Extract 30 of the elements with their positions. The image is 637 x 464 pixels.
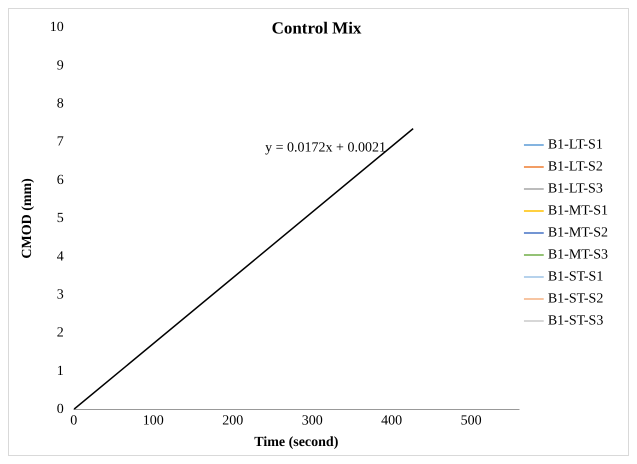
legend-label: B1-MT-S3 <box>548 248 608 263</box>
legend-label: B1-ST-S3 <box>548 314 604 329</box>
x-tick-label: 500 <box>460 413 482 428</box>
y-tick-label: 10 <box>50 20 64 36</box>
chart-title: Control Mix <box>272 18 362 38</box>
legend-label: B1-MT-S2 <box>548 226 608 241</box>
x-tick-label: 100 <box>142 413 164 428</box>
y-tick-label: 6 <box>56 172 64 188</box>
legend-label: B1-MT-S1 <box>548 204 608 219</box>
y-tick-label: 1 <box>56 364 64 379</box>
x-tick-label: 200 <box>222 413 244 428</box>
legend-label: B1-LT-S3 <box>548 182 603 197</box>
y-tick-label: 8 <box>56 96 64 112</box>
y-tick-label: 5 <box>56 211 64 226</box>
y-tick-label: 9 <box>56 58 64 74</box>
y-tick-label: 7 <box>56 134 64 150</box>
annotation: y = 0.0172x + 0.0021 <box>265 140 386 156</box>
y-tick-label: 2 <box>56 326 64 341</box>
x-axis-title: Time (second) <box>254 435 339 450</box>
legend-label: B1-ST-S2 <box>548 292 604 307</box>
legend-label: B1-LT-S2 <box>548 160 603 175</box>
legend-label: B1-LT-S1 <box>548 138 603 153</box>
y-axis-title: CMOD (mm) <box>20 178 36 259</box>
y-tick-label: 0 <box>56 402 64 418</box>
x-tick-label: 0 <box>70 413 78 428</box>
y-tick-label: 4 <box>56 249 64 264</box>
y-tick-label: 3 <box>56 287 64 302</box>
legend-label: B1-ST-S1 <box>548 270 604 285</box>
x-tick-label: 300 <box>302 413 323 428</box>
x-tick-label: 400 <box>381 413 402 428</box>
